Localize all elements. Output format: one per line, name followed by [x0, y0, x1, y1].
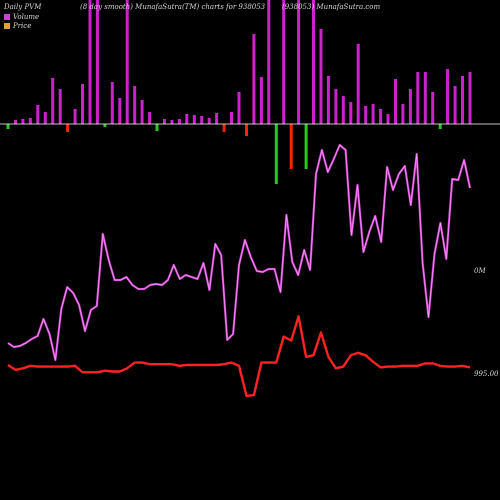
volume-bar: [163, 119, 166, 124]
price-legend-label: Price: [13, 22, 32, 30]
volume-bar: [155, 124, 159, 131]
volume-bar: [334, 89, 338, 124]
volume-bar: [207, 118, 211, 124]
volume-bar: [58, 89, 62, 124]
volume-bar: [453, 86, 457, 124]
volume-bar: [6, 124, 10, 129]
volume-bar: [326, 76, 330, 124]
volume-bar: [289, 124, 293, 169]
volume-bar: [170, 120, 174, 124]
price-legend-swatch: [4, 23, 10, 29]
price-axis-label: 995.00: [474, 370, 499, 378]
volume-bar: [110, 82, 114, 124]
volume-bar: [237, 92, 241, 124]
volume-bar: [185, 114, 189, 124]
volume-bar: [341, 96, 345, 124]
volume-bar: [468, 72, 472, 124]
volume-bar: [349, 102, 353, 124]
volume-bar: [36, 105, 40, 124]
volume-bar: [140, 100, 144, 124]
chart-header-right: (938053) MunafaSutra.com: [282, 3, 381, 11]
volume-bar: [14, 120, 17, 124]
volume-bar: [304, 124, 308, 169]
volume-bar: [51, 78, 55, 124]
volume-bar: [416, 72, 420, 124]
volume-bar: [95, 0, 99, 124]
volume-bar: [379, 109, 383, 124]
volume-bar: [267, 0, 271, 124]
legend-item-volume: Volume: [4, 13, 39, 21]
volume-bar: [312, 0, 315, 124]
chart-header-middle: (8 day smooth) MunafaSutra(TM) charts fo…: [80, 3, 266, 11]
volume-legend-label: Volume: [13, 13, 40, 21]
volume-bar: [66, 124, 70, 132]
volume-bar: [215, 113, 219, 124]
volume-bar: [408, 89, 412, 124]
volume-bars: [6, 0, 472, 184]
volume-bar: [200, 116, 204, 124]
volume-bar: [125, 0, 129, 124]
series-lines: [7, 143, 472, 398]
volume-bar: [423, 72, 427, 124]
volume-bar: [43, 112, 47, 124]
volume-bar: [371, 104, 375, 124]
volume-line-highlight: [7, 144, 471, 361]
volume-bar: [192, 115, 196, 124]
volume-bar: [282, 0, 286, 124]
volume-bar: [28, 118, 32, 124]
price-line: [7, 315, 471, 398]
volume-bar: [319, 29, 323, 124]
volume-bar: [252, 34, 256, 124]
legend-item-price: Price: [4, 22, 31, 30]
volume-bar: [386, 114, 390, 124]
volume-bar: [446, 69, 450, 124]
volume-bar: [103, 124, 107, 127]
volume-bar: [297, 0, 301, 124]
volume-bar: [118, 98, 122, 124]
volume-bar: [222, 124, 226, 132]
volume-bar: [394, 79, 397, 124]
volume-bar: [274, 124, 278, 184]
volume-bar: [177, 119, 181, 124]
volume-bar: [438, 124, 442, 129]
volume-bar: [73, 109, 77, 124]
volume-bar: [133, 86, 137, 124]
volume-bar: [461, 76, 464, 124]
volume-bar: [259, 77, 263, 124]
volume-bar: [148, 112, 152, 124]
chart-header-left: Daily PVM: [4, 3, 42, 11]
volume-bar: [356, 44, 360, 124]
volume-bar: [230, 112, 233, 124]
volume-bar: [245, 124, 248, 136]
volume-bar: [21, 119, 25, 124]
volume-bar: [364, 106, 368, 124]
volume-axis-label: 0M: [474, 267, 486, 275]
volume-legend-swatch: [4, 14, 10, 20]
volume-bar: [81, 84, 84, 124]
volume-bar: [401, 104, 405, 124]
volume-bar: [88, 0, 92, 124]
volume-bar: [431, 92, 435, 124]
